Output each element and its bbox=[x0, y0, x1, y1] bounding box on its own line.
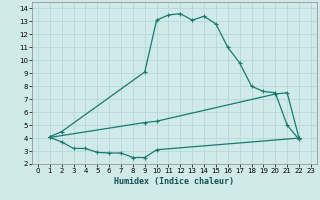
X-axis label: Humidex (Indice chaleur): Humidex (Indice chaleur) bbox=[115, 177, 234, 186]
